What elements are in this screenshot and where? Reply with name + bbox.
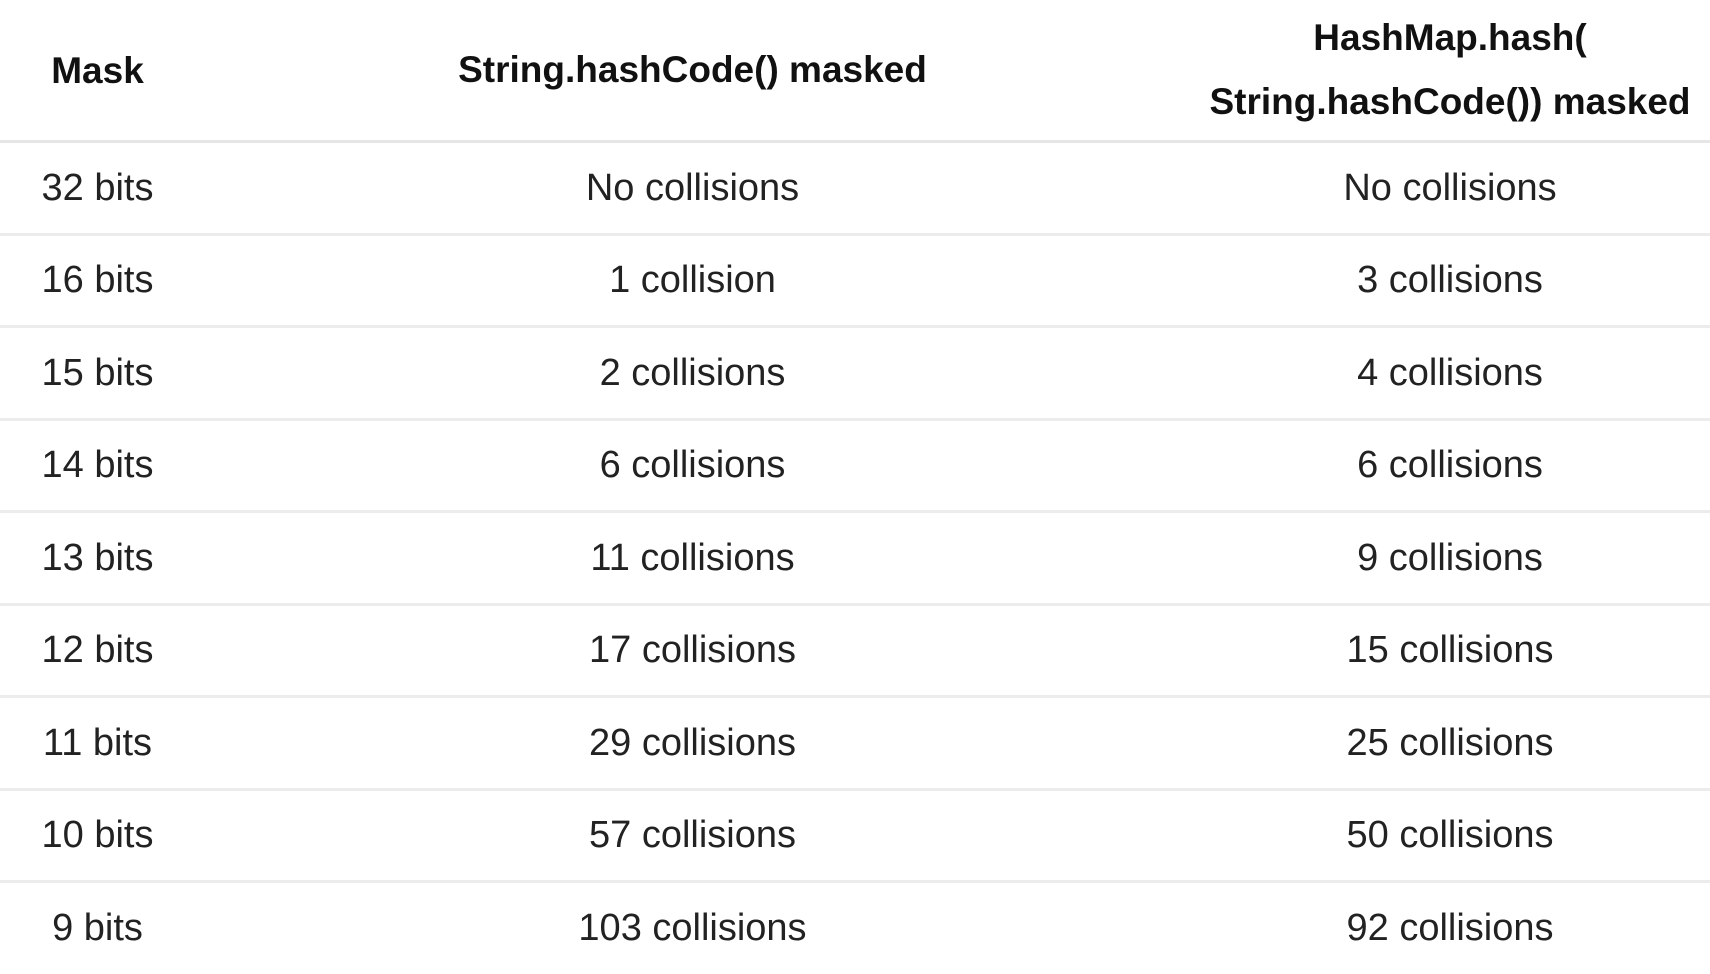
cell-hashmap-collisions: 4 collisions: [1357, 351, 1543, 394]
cell-hashmap-collisions: 3 collisions: [1357, 259, 1543, 302]
table-row: 16 bits 1 collision 3 collisions: [0, 236, 1710, 328]
header-hashmap-hash: HashMap.hash( String.hashCode()) masked: [1190, 6, 1710, 134]
table-header-row: Mask String.hashCode() masked HashMap.ha…: [0, 0, 1710, 143]
cell-mask: 11 bits: [42, 721, 153, 764]
cell-hashmap-collisions: No collisions: [1343, 166, 1557, 209]
table-row: 11 bits 29 collisions 25 collisions: [0, 698, 1710, 791]
cell-hashmap-collisions: 25 collisions: [1346, 721, 1554, 764]
header-hashmap-line1: HashMap.hash(: [1313, 17, 1587, 58]
cell-mask: 10 bits: [41, 814, 154, 857]
cell-string-collisions: 29 collisions: [589, 721, 796, 764]
header-hashmap-line2: String.hashCode()) masked: [1209, 81, 1691, 122]
header-mask: Mask: [51, 50, 144, 91]
cell-string-collisions: No collisions: [585, 166, 800, 209]
header-string-hashcode: String.hashCode() masked: [458, 49, 927, 90]
table-row: 12 bits 17 collisions 15 collisions: [0, 606, 1710, 698]
cell-mask: 15 bits: [41, 351, 154, 394]
cell-mask: 13 bits: [41, 536, 154, 579]
cell-string-collisions: 11 collisions: [590, 536, 795, 579]
cell-hashmap-collisions: 6 collisions: [1357, 444, 1543, 487]
table-row: 32 bits No collisions No collisions: [0, 143, 1710, 236]
table-row: 9 bits 103 collisions 92 collisions: [0, 883, 1710, 973]
cell-string-collisions: 17 collisions: [589, 629, 796, 672]
cell-hashmap-collisions: 92 collisions: [1346, 907, 1554, 949]
table-row: 14 bits 6 collisions 6 collisions: [0, 421, 1710, 513]
cell-mask: 32 bits: [41, 166, 154, 209]
cell-mask: 14 bits: [41, 444, 154, 487]
cell-hashmap-collisions: 9 collisions: [1357, 536, 1543, 579]
table-row: 10 bits 57 collisions 50 collisions: [0, 791, 1710, 883]
cell-hashmap-collisions: 15 collisions: [1346, 629, 1554, 672]
cell-string-collisions: 2 collisions: [599, 351, 786, 394]
table-row: 15 bits 2 collisions 4 collisions: [0, 328, 1710, 421]
cell-string-collisions: 1 collision: [609, 259, 776, 302]
cell-string-collisions: 57 collisions: [589, 814, 796, 857]
cell-string-collisions: 6 collisions: [599, 444, 786, 487]
table-row: 13 bits 11 collisions 9 collisions: [0, 513, 1710, 606]
cell-mask: 9 bits: [52, 907, 143, 949]
cell-mask: 16 bits: [41, 259, 154, 302]
cell-mask: 12 bits: [41, 629, 154, 672]
cell-hashmap-collisions: 50 collisions: [1346, 814, 1554, 857]
cell-string-collisions: 103 collisions: [578, 907, 807, 949]
